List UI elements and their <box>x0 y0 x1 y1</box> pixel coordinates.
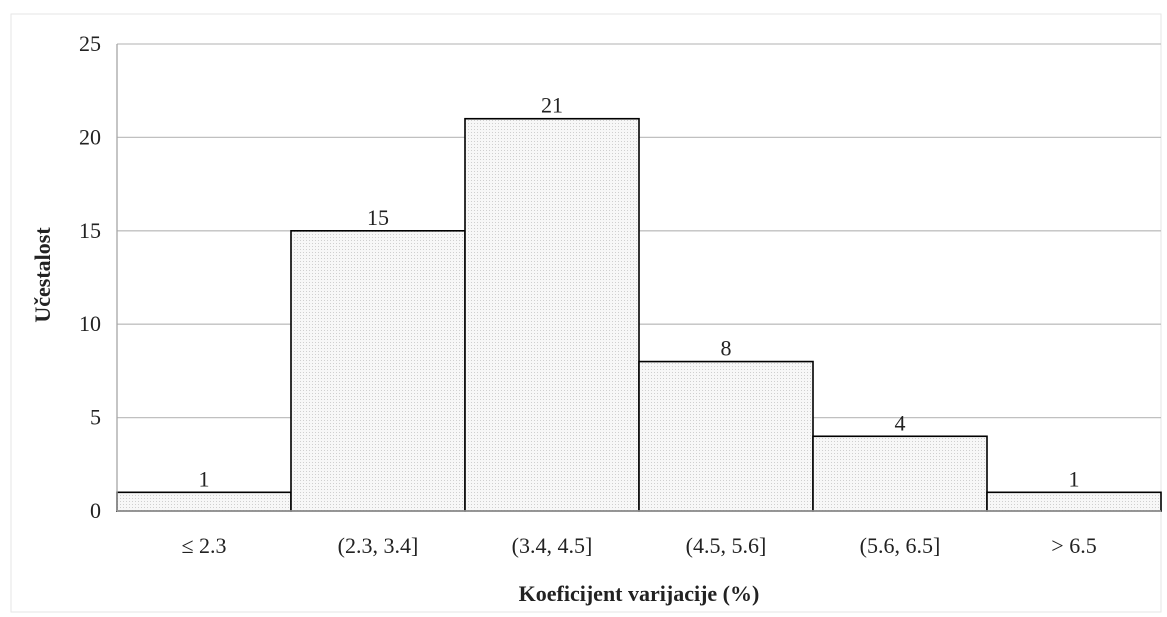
y-tick-label: 0 <box>90 498 101 523</box>
bar <box>290 230 466 512</box>
y-tick-label: 25 <box>79 31 101 56</box>
x-tick-label: > 6.5 <box>1051 533 1096 558</box>
bars <box>116 117 1162 512</box>
data-label: 8 <box>721 336 732 361</box>
x-tick-labels: ≤ 2.3 (2.3, 3.4] (3.4, 4.5] (4.5, 5.6] (5.6,… <box>181 533 1096 558</box>
data-labels: 1 15 21 8 4 1 <box>199 93 1080 492</box>
bar <box>986 491 1162 512</box>
data-label: 1 <box>199 466 210 491</box>
data-label: 1 <box>1069 466 1080 491</box>
y-tick-label: 20 <box>79 124 101 149</box>
bar <box>116 491 292 512</box>
y-axis-title: Učestalost <box>30 227 55 323</box>
x-tick-label: (5.6, 6.5] <box>860 533 941 558</box>
y-tick-label: 5 <box>90 405 101 430</box>
x-tick-label: (4.5, 5.6] <box>686 533 767 558</box>
y-tick-label: 10 <box>79 311 101 336</box>
data-label: 21 <box>541 93 563 118</box>
bar <box>638 360 814 512</box>
x-tick-label: (3.4, 4.5] <box>512 533 593 558</box>
data-label: 4 <box>895 410 906 435</box>
y-tick-label: 15 <box>79 218 101 243</box>
bar <box>464 117 640 512</box>
x-tick-label: (2.3, 3.4] <box>338 533 419 558</box>
axes <box>116 44 1161 512</box>
data-label: 15 <box>367 205 389 230</box>
chart-frame <box>10 13 1162 613</box>
bar <box>812 435 988 512</box>
x-axis-title: Koeficijent varijacije (%) <box>519 581 760 606</box>
y-tick-labels: 0 5 10 15 20 25 <box>79 31 101 523</box>
x-tick-label: ≤ 2.3 <box>181 533 226 558</box>
